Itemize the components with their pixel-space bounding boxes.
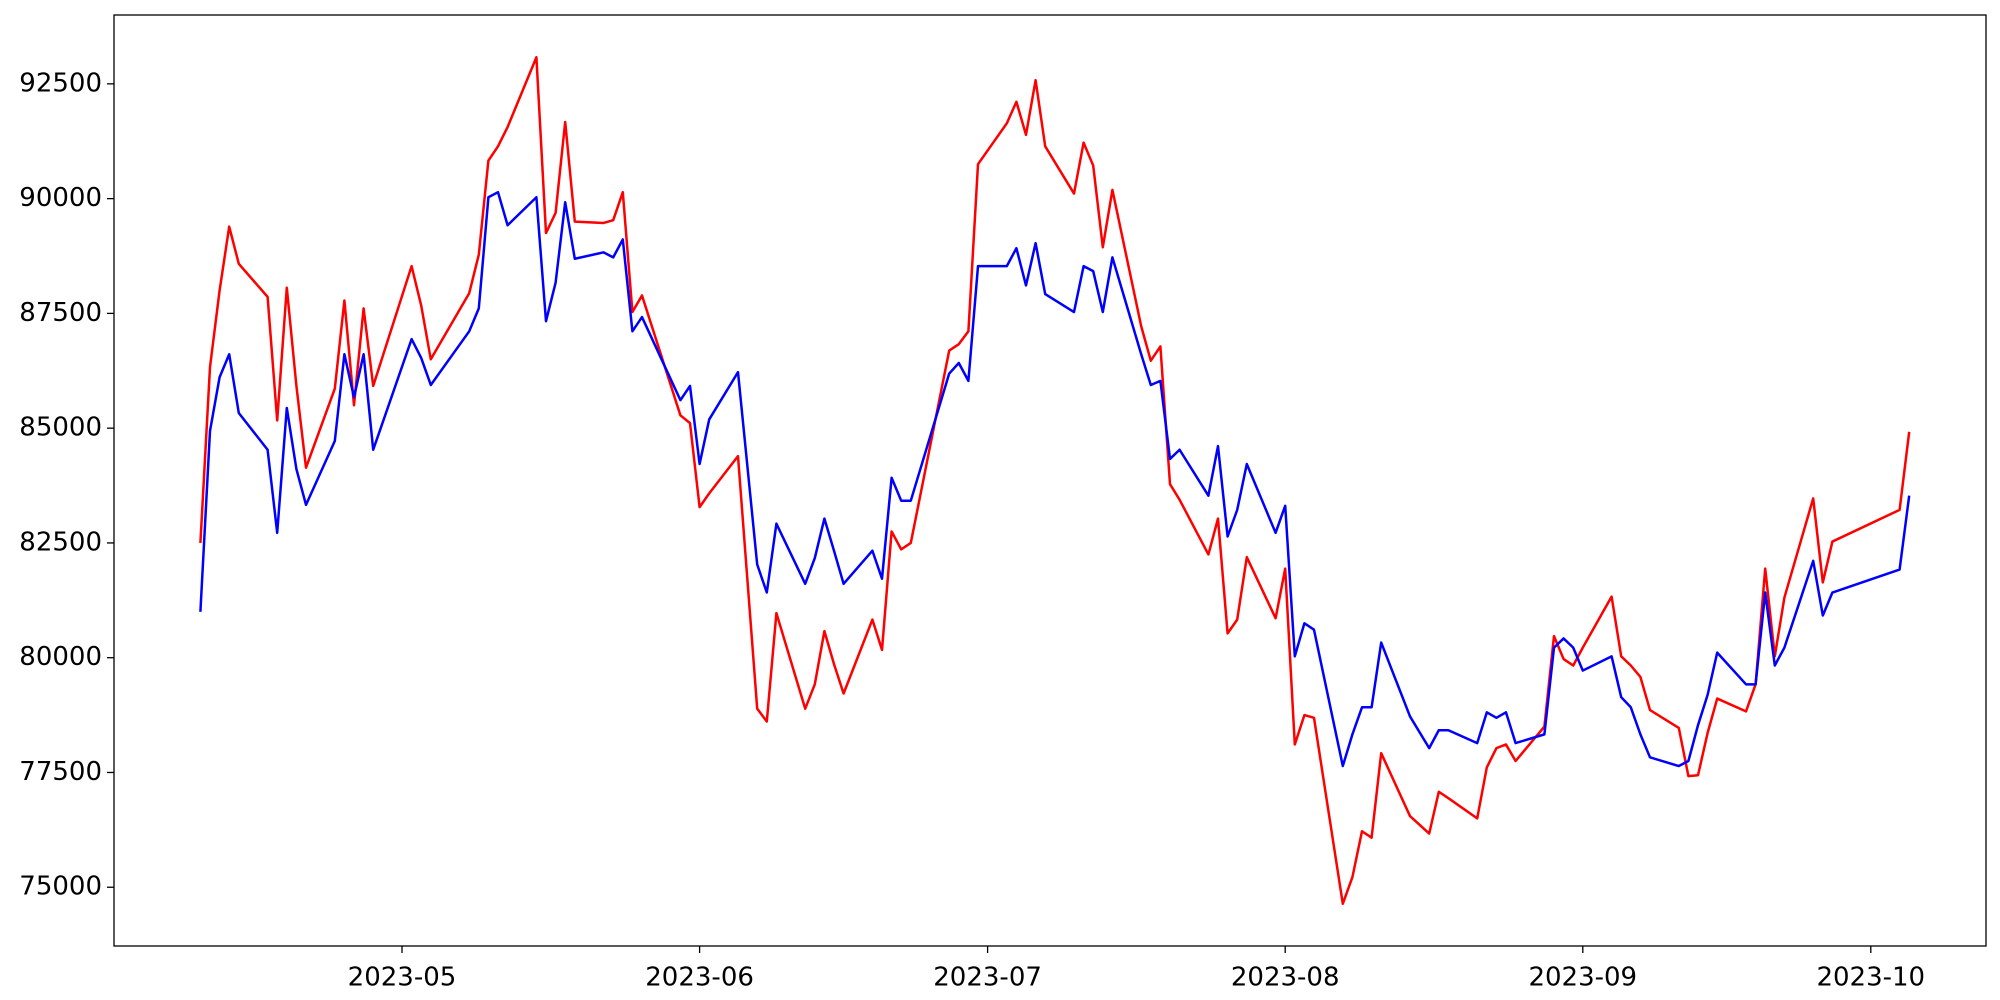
- x-tick-label: 2023-09: [1528, 963, 1637, 993]
- y-tick-label: 87500: [19, 298, 102, 328]
- x-tick-label: 2023-06: [645, 963, 754, 993]
- x-tick-label: 2023-05: [348, 963, 457, 993]
- y-tick-label: 77500: [19, 757, 102, 787]
- x-tick-label: 2023-08: [1231, 963, 1340, 993]
- x-tick-label: 2023-07: [933, 963, 1042, 993]
- data-line: [199, 55, 1911, 906]
- plot-frame: [113, 14, 1987, 947]
- data-line: [199, 190, 1911, 768]
- y-tick-label: 90000: [19, 183, 102, 213]
- y-tick-label: 82500: [19, 527, 102, 557]
- y-tick-label: 92500: [19, 68, 102, 98]
- y-tick-label: 80000: [19, 642, 102, 672]
- y-tick-label: 75000: [19, 872, 102, 902]
- x-tick-label: 2023-10: [1816, 963, 1925, 993]
- y-tick-label: 85000: [19, 413, 102, 443]
